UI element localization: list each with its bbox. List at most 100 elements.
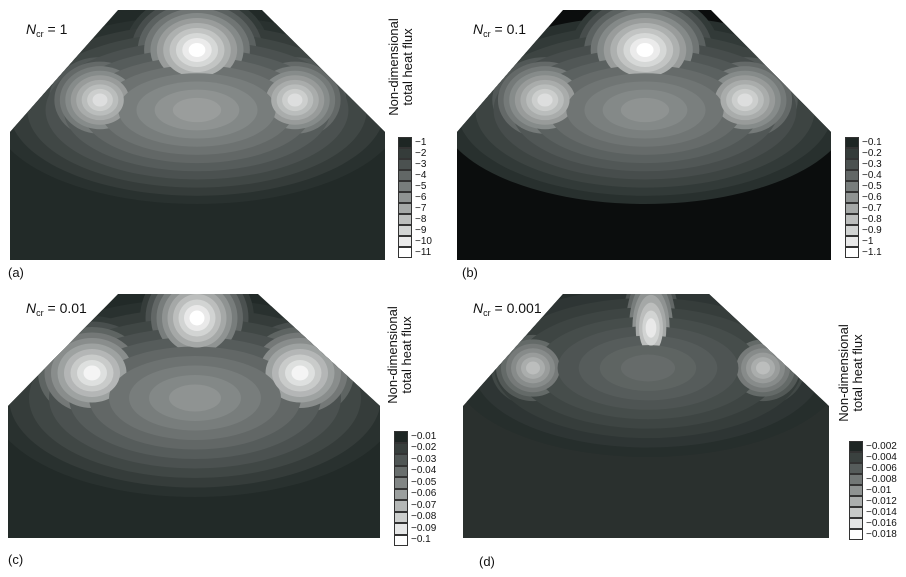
- plot-d-peak-level: [526, 361, 540, 375]
- colorbar-swatch: [394, 500, 408, 512]
- plot-c-band-level: [169, 384, 221, 412]
- plot-c-peak-level: [291, 365, 309, 381]
- colorbar-swatch: [849, 463, 863, 474]
- colorbar-tick-label: −0.4: [862, 169, 882, 181]
- colorbar-title-c: Non-dimensional total heat flux: [385, 306, 414, 404]
- plot-c-peak-level: [83, 365, 101, 381]
- colorbar-swatch: [398, 137, 412, 148]
- colorbar-tick-label: −0.7: [862, 202, 882, 214]
- colorbar-tick-label: −0.018: [866, 528, 897, 540]
- panel-d: Ncr = 0.001 (d) Non-dimensional total he…: [453, 288, 906, 577]
- colorbar-swatch: [849, 474, 863, 485]
- panel-label-b: (b): [462, 265, 478, 280]
- colorbar-tick-label: −5: [415, 180, 427, 192]
- contour-plot-d: [463, 294, 829, 538]
- colorbar-swatch: [398, 236, 412, 247]
- colorbar-tick-label: −7: [415, 202, 427, 214]
- colorbar-tick-label: −0.6: [862, 191, 882, 203]
- colorbar-swatch: [849, 485, 863, 496]
- colorbar-tick-label: −0.01: [866, 484, 892, 496]
- colorbar-tick-label: −3: [415, 158, 427, 170]
- colorbar-swatch: [394, 477, 408, 489]
- colorbar-swatch: [845, 192, 859, 203]
- colorbar-swatch: [845, 203, 859, 214]
- colorbar-tick-label: −1: [862, 235, 874, 247]
- colorbar-swatch: [394, 442, 408, 454]
- ncr-label-a: Ncr = 1: [26, 21, 68, 39]
- colorbar-swatch: [845, 247, 859, 258]
- panel-label-c: (c): [8, 552, 24, 567]
- colorbar-tick-label: −2: [415, 147, 427, 159]
- colorbar-swatch: [849, 507, 863, 518]
- colorbar-tick-label: −0.04: [411, 465, 437, 477]
- colorbar-swatch: [394, 488, 408, 500]
- colorbar-tick-label: −0.07: [411, 499, 437, 511]
- contour-plot-b: [457, 10, 831, 260]
- ncr-label-d: Ncr = 0.001: [473, 300, 542, 318]
- colorbar-swatch: [849, 441, 863, 452]
- colorbar-swatch: [398, 225, 412, 236]
- colorbar-swatch: [394, 523, 408, 535]
- colorbar-tick-label: −0.3: [862, 158, 882, 170]
- colorbar-title-a: Non-dimensional total heat flux: [386, 18, 415, 116]
- colorbar-swatch: [394, 454, 408, 466]
- plot-c-peak-level: [189, 310, 205, 326]
- plot-a-peak-level: [287, 93, 303, 107]
- colorbar-tick-label: −0.5: [862, 180, 882, 192]
- colorbar-swatch: [849, 452, 863, 463]
- colorbar-tick-label: −0.03: [411, 453, 437, 465]
- colorbar-swatch: [849, 496, 863, 507]
- colorbar-swatch: [398, 203, 412, 214]
- colorbar-swatch: [394, 534, 408, 546]
- plot-b-band-level: [620, 97, 670, 123]
- colorbar-swatch: [398, 170, 412, 181]
- plot-b-peak-level: [737, 93, 753, 107]
- plot-b-peak-level: [636, 43, 654, 57]
- colorbar-tick-label: −0.002: [866, 440, 897, 452]
- colorbar-swatch: [398, 214, 412, 225]
- colorbar-tick-label: −0.014: [866, 506, 897, 518]
- colorbar-tick-label: −0.006: [866, 462, 897, 474]
- ncr-label-c: Ncr = 0.01: [26, 300, 87, 318]
- colorbar-swatch: [394, 465, 408, 477]
- colorbar-swatch: [849, 529, 863, 540]
- colorbar-tick-label: −0.09: [411, 522, 437, 534]
- panel-label-a: (a): [8, 265, 24, 280]
- colorbar-tick-label: −1: [415, 136, 427, 148]
- colorbar-tick-label: −0.06: [411, 488, 437, 500]
- colorbar-tick-label: −1.1: [862, 246, 882, 258]
- colorbar-swatch: [845, 225, 859, 236]
- colorbar-swatch: [398, 148, 412, 159]
- colorbar-tick-label: −0.9: [862, 224, 882, 236]
- plot-a-band-level: [172, 97, 222, 123]
- plot-b-peak-level: [537, 93, 553, 107]
- plot-a-peak-level: [92, 93, 108, 107]
- colorbar-swatch: [845, 170, 859, 181]
- contour-plot-a: [10, 10, 385, 260]
- colorbar-swatch: [845, 137, 859, 148]
- colorbar-tick-label: −0.05: [411, 476, 437, 488]
- colorbar-swatch: [845, 236, 859, 247]
- colorbar-swatch: [398, 159, 412, 170]
- colorbar-tick-label: −0.01: [411, 430, 437, 442]
- colorbar-tick-label: −0.1: [862, 136, 882, 148]
- colorbar-tick-label: −6: [415, 191, 427, 203]
- panel-label-d: (d): [479, 554, 495, 569]
- colorbar-tick-label: −0.2: [862, 147, 882, 159]
- colorbar-tick-label: −8: [415, 213, 427, 225]
- colorbar-tick-label: −0.08: [411, 511, 437, 523]
- contour-plot-c: [8, 294, 380, 538]
- colorbar-tick-label: −0.02: [411, 442, 437, 454]
- colorbar-swatch: [394, 431, 408, 443]
- colorbar-tick-label: −0.004: [866, 451, 897, 463]
- colorbar-tick-label: −11: [415, 246, 432, 258]
- plot-d-peak-level: [645, 318, 657, 338]
- colorbar-swatch: [398, 247, 412, 258]
- colorbar-tick-label: −0.008: [866, 473, 897, 485]
- colorbar-tick-label: −10: [415, 235, 432, 247]
- plot-d-band-level: [620, 354, 676, 382]
- colorbar-swatch: [849, 518, 863, 529]
- colorbar-tick-label: −9: [415, 224, 427, 236]
- colorbar-swatch: [394, 511, 408, 523]
- colorbar-swatch: [398, 181, 412, 192]
